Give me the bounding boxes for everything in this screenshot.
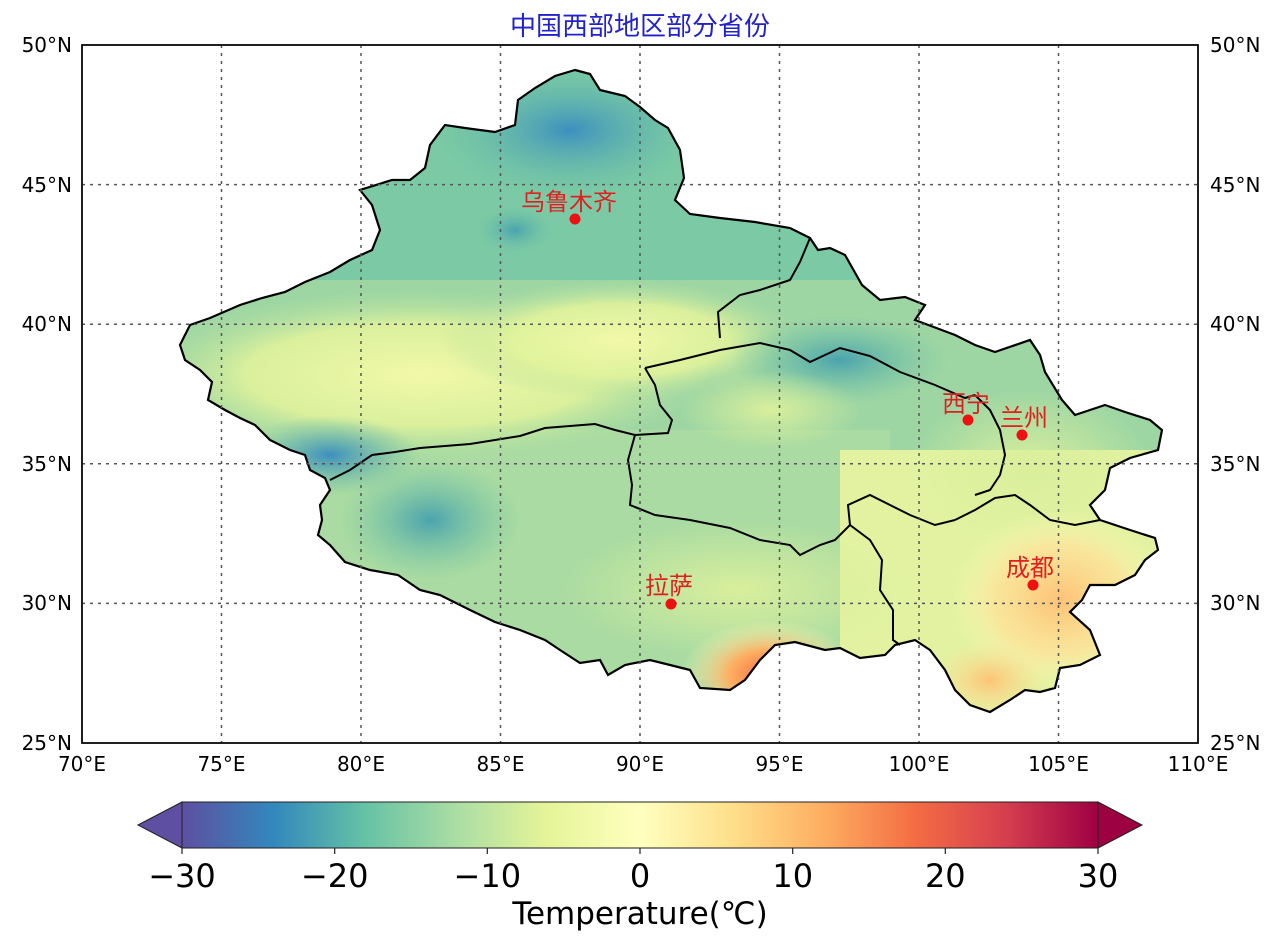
city-markers: 乌鲁木齐 西宁 兰州 拉萨 成都 [521, 188, 1054, 610]
x-tick-label: 70°E [58, 752, 106, 776]
y-tick-label: 40°N [22, 312, 72, 336]
colorbar-label: Temperature(℃) [511, 896, 767, 932]
y-tick-label: 50°N [22, 33, 72, 57]
colorbar-tick-label: 10 [772, 857, 813, 895]
city-dot-icon [1027, 579, 1039, 591]
city-lhasa: 拉萨 [645, 572, 693, 610]
city-dot-icon [1016, 429, 1028, 441]
x-tick-label: 105°E [1028, 752, 1089, 776]
y-tick-label: 40°N [1210, 312, 1260, 336]
province-borders [329, 237, 1101, 646]
y-tick-label: 35°N [1210, 452, 1260, 476]
y-axis-right: 50°N 45°N 40°N 35°N 30°N 25°N [1210, 33, 1260, 755]
city-dot-icon [962, 414, 974, 426]
city-urumqi: 乌鲁木齐 [521, 188, 617, 225]
y-tick-label: 50°N [1210, 33, 1260, 57]
chart-title: 中国西部地区部分省份 [509, 12, 770, 42]
y-tick-label: 45°N [22, 173, 72, 197]
city-xining: 西宁 [942, 390, 990, 426]
x-tick-label: 90°E [616, 752, 664, 776]
city-label: 乌鲁木齐 [521, 188, 617, 216]
colorbar-tick-label: 20 [925, 857, 966, 895]
y-tick-label: 35°N [22, 452, 72, 476]
y-tick-label: 25°N [1210, 731, 1260, 755]
colorbar-tick-label: 0 [630, 857, 650, 895]
colorbar-gradient [181, 801, 1099, 849]
x-tick-label: 80°E [337, 752, 385, 776]
city-dot-icon [569, 213, 581, 225]
colorbar-extend-min [136, 801, 183, 849]
city-label: 拉萨 [645, 572, 693, 600]
y-tick-label: 30°N [1210, 591, 1260, 615]
colorbar: −30 −20 −10 0 10 20 30 Temperature(℃) [136, 801, 1144, 932]
y-tick-label: 25°N [22, 731, 72, 755]
colorbar-tick-label: 30 [1078, 857, 1119, 895]
colorbar-tick-label: −30 [148, 857, 216, 895]
x-tick-label: 110°E [1168, 752, 1229, 776]
x-tick-label: 100°E [889, 752, 950, 776]
y-axis-left: 50°N 45°N 40°N 35°N 30°N 25°N [22, 33, 72, 755]
x-tick-label: 95°E [755, 752, 803, 776]
x-axis: 70°E 75°E 80°E 85°E 90°E 95°E 100°E 105°… [58, 752, 1228, 776]
gridlines [82, 45, 1198, 743]
city-label: 西宁 [942, 390, 990, 418]
city-label: 成都 [1006, 554, 1054, 582]
colorbar-tick-label: −20 [301, 857, 369, 895]
city-label: 兰州 [1000, 404, 1048, 432]
colorbar-tick-label: −10 [454, 857, 522, 895]
city-lanzhou: 兰州 [1000, 404, 1048, 441]
y-tick-label: 45°N [1210, 173, 1260, 197]
x-tick-label: 75°E [197, 752, 245, 776]
city-dot-icon [665, 598, 677, 610]
x-tick-label: 85°E [476, 752, 524, 776]
city-chengdu: 成都 [1006, 554, 1054, 591]
y-tick-label: 30°N [22, 591, 72, 615]
colorbar-extend-max [1097, 801, 1144, 849]
